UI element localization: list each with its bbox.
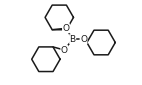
Text: O: O bbox=[62, 24, 69, 33]
Text: B: B bbox=[70, 35, 76, 44]
Text: O: O bbox=[80, 35, 87, 44]
Text: O: O bbox=[61, 46, 68, 54]
